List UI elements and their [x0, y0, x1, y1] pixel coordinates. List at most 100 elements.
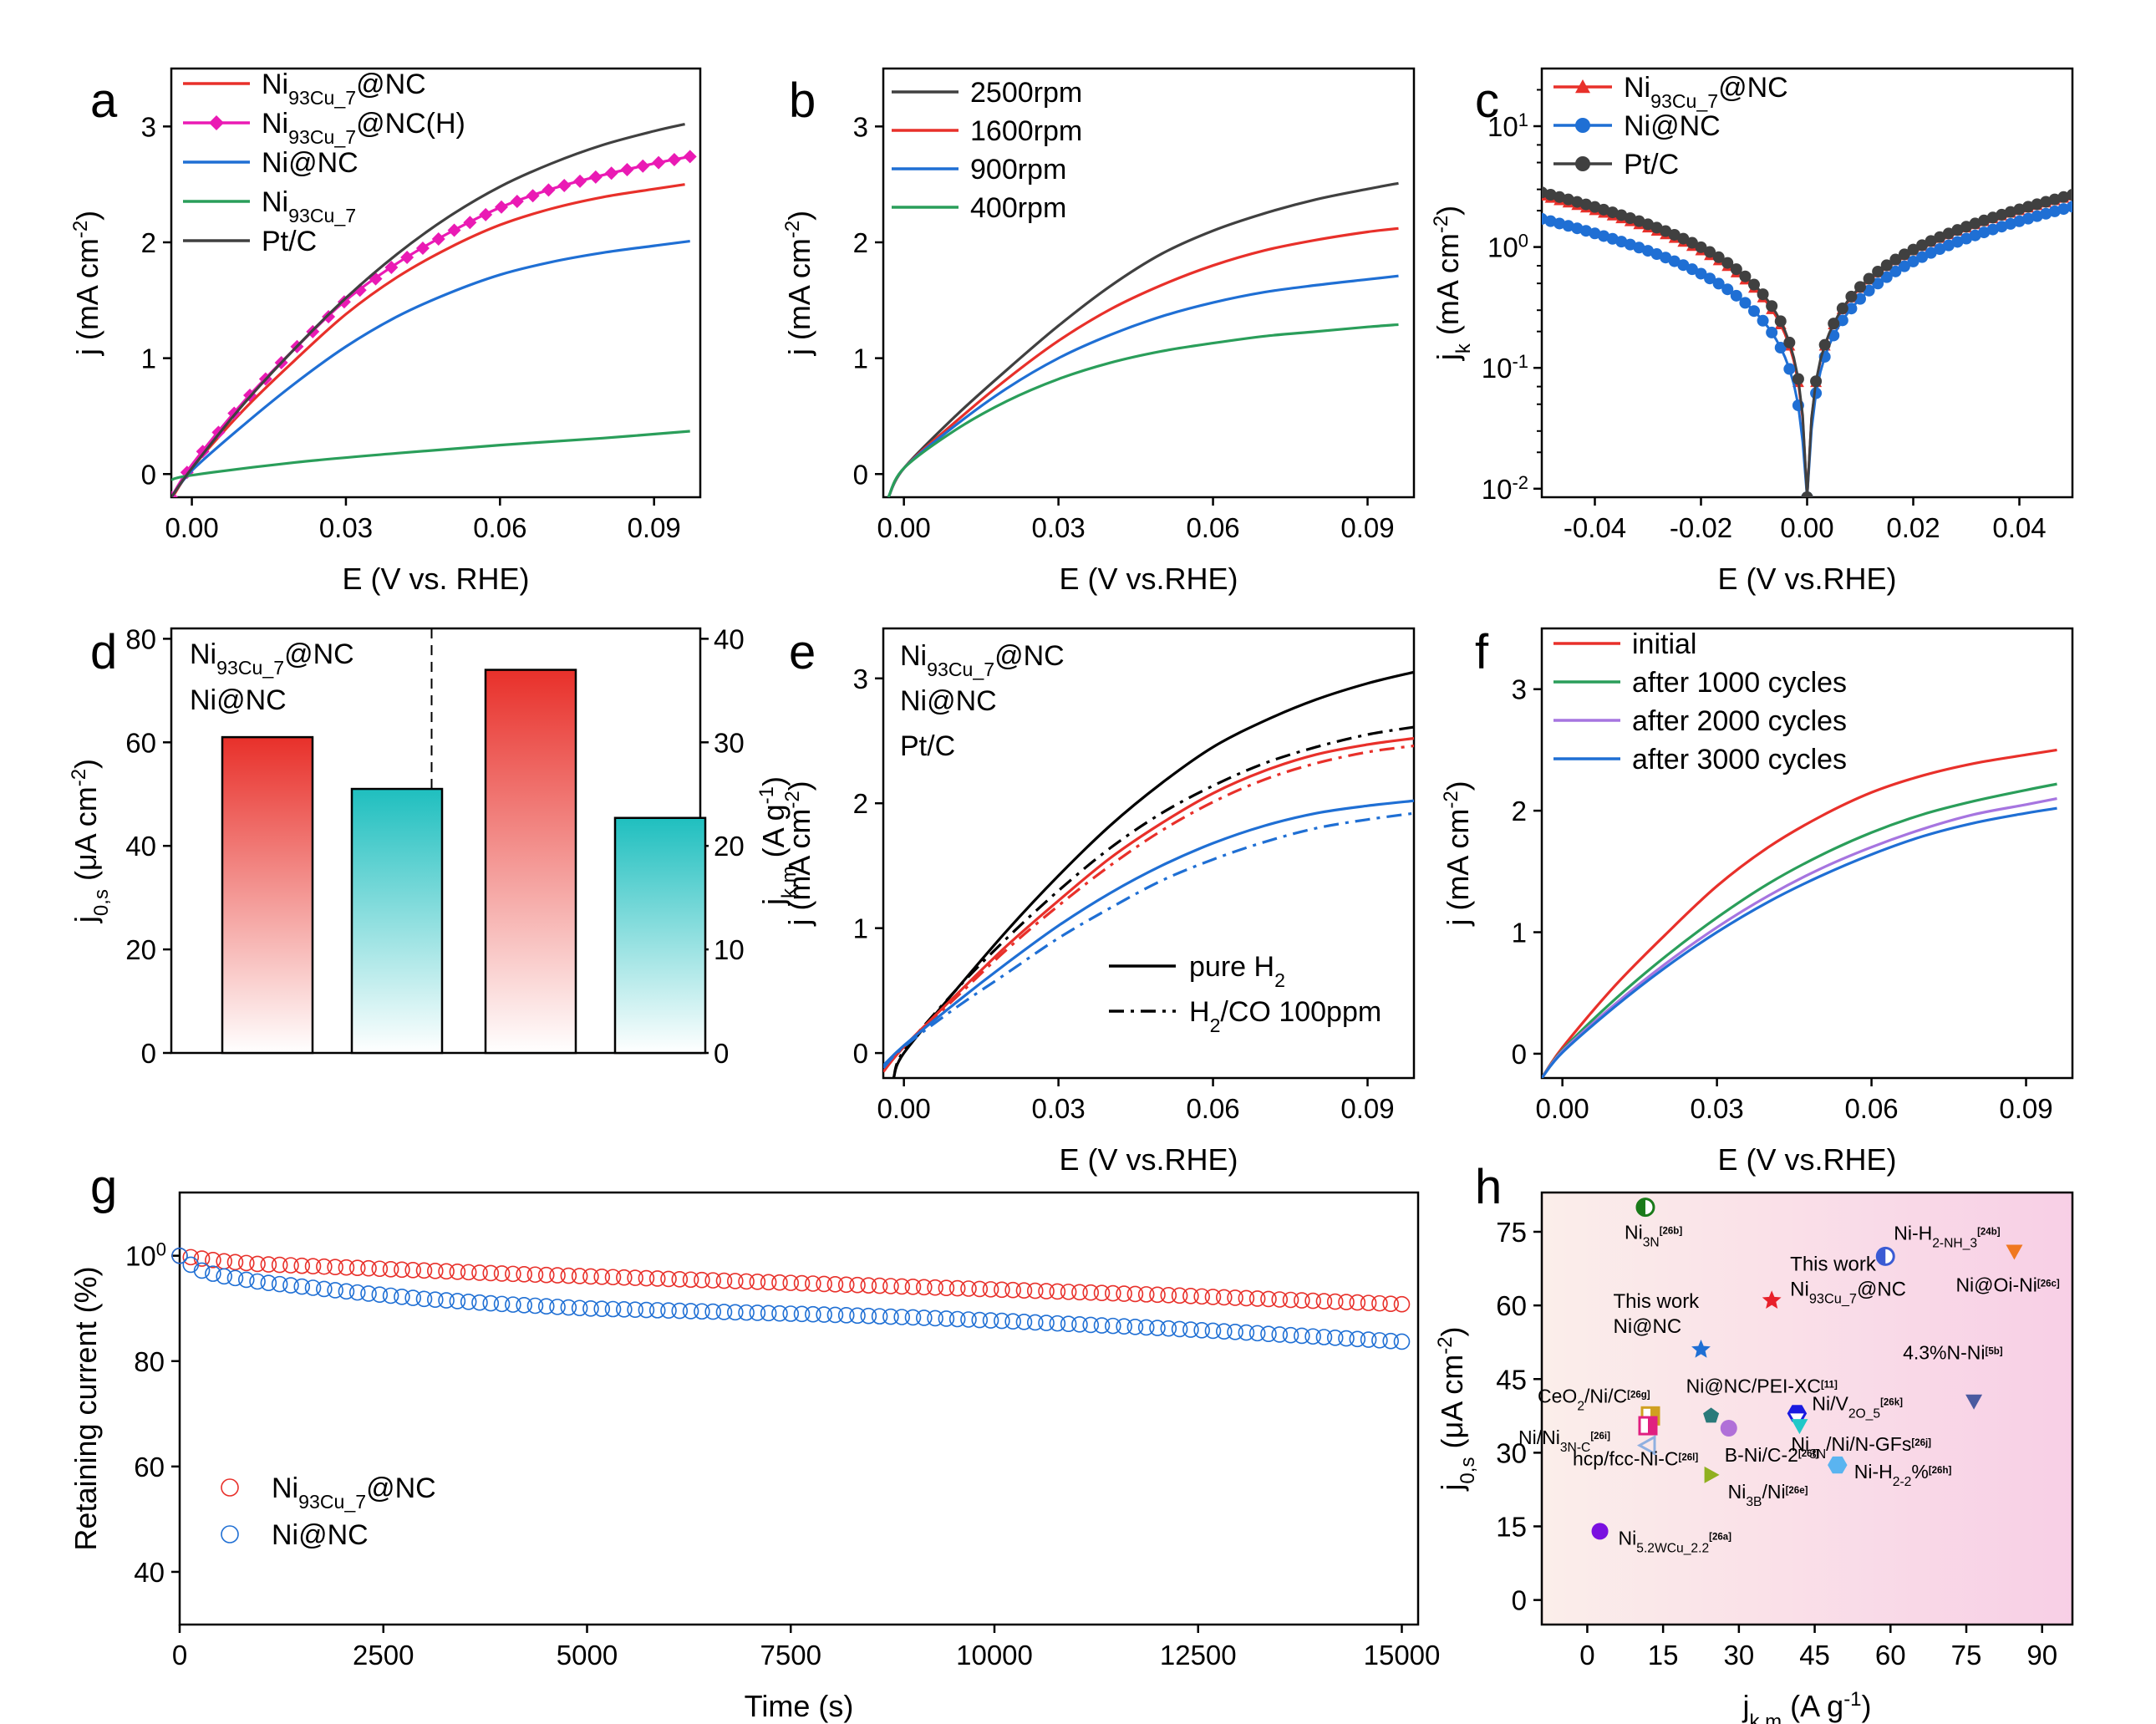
label-fragment: /CO 100ppm	[1220, 996, 1381, 1028]
panel-e: e 0.00 0.03 0.06 0.09 0 1 2 3 E (V vs.RHE) j (mA c…	[781, 625, 1416, 1177]
label-fragment: (mA cm	[782, 809, 816, 919]
label-fragment: @NC	[356, 69, 426, 100]
data-point	[2057, 191, 2070, 203]
data-point	[1071, 1316, 1088, 1333]
data-point	[542, 183, 556, 197]
y-tick-label: 1	[853, 913, 868, 944]
label-fragment: Ni@NC/PEI-XC	[1686, 1375, 1821, 1396]
label-fragment: [26b]	[1660, 1227, 1683, 1237]
label-fragment: 2-NH_3	[1932, 1236, 1977, 1250]
y-tick-label: 2	[853, 227, 868, 258]
data-point	[571, 1268, 588, 1284]
data-point	[1615, 236, 1628, 248]
data-point	[582, 1268, 599, 1285]
data-point	[571, 1299, 588, 1317]
label-fragment: 3N-C	[1560, 1441, 1590, 1455]
label-fragment: Pt/C	[900, 730, 955, 762]
marker-part	[1650, 1407, 1660, 1425]
data-point	[948, 1310, 966, 1328]
data-point	[915, 1310, 933, 1326]
legend-label: Pt/C	[262, 226, 317, 257]
data-point	[1880, 271, 1893, 283]
data-point	[1854, 281, 1866, 293]
legend-marker	[1575, 118, 1590, 133]
data-point	[322, 310, 336, 324]
y-tick-label: 75	[1496, 1217, 1527, 1248]
data-point	[1704, 272, 1716, 285]
legend-marker	[221, 1525, 239, 1543]
label-fragment: @NC(H)	[356, 108, 465, 140]
data-point	[1686, 263, 1698, 276]
label-fragment: 93Cu_7	[298, 1491, 366, 1513]
label-fragment: Ni	[1790, 1278, 1809, 1300]
x-axis-label: E (V vs.RHE)	[1717, 562, 1896, 596]
label-fragment: j	[69, 916, 103, 923]
series-line	[887, 181, 1399, 497]
data-point	[516, 1297, 532, 1314]
data-point	[616, 1269, 633, 1286]
x-tick-label: 12500	[1160, 1640, 1237, 1671]
point-label: Ni/V2O_5[26k]	[1812, 1392, 1903, 1421]
label-fragment: 93Cu_7	[288, 205, 356, 226]
panel-a: a 0.00 0.03 0.06 0.09 0 1 2 3 E (V vs. RHE) j (mA …	[69, 67, 702, 596]
data-point	[510, 194, 524, 208]
y-tick-label: 40	[134, 1557, 165, 1588]
point-label: Ni3N/Ni/N-GFs[26j]	[1791, 1433, 1931, 1462]
data-point	[1791, 1419, 1808, 1435]
data-point	[526, 1297, 544, 1315]
data-point	[1126, 1285, 1144, 1303]
legend-label: Ni@NC	[190, 684, 287, 716]
plot-frame	[1540, 1191, 2074, 1626]
data-point	[1393, 1295, 1411, 1313]
series-line	[1542, 806, 2057, 1078]
data-point	[1996, 221, 2008, 233]
marker-part	[1636, 1198, 1645, 1216]
data-point	[1898, 248, 1910, 261]
label-fragment: 1600rpm	[970, 115, 1082, 147]
data-point	[1315, 1293, 1333, 1310]
data-point	[1951, 224, 1964, 236]
data-point	[1677, 259, 1690, 272]
data-point	[616, 1301, 633, 1318]
data-point	[1093, 1317, 1111, 1334]
y2-tick-label: 0	[714, 1038, 729, 1069]
data-point	[282, 1257, 299, 1274]
label-fragment: 93Cu_7	[1809, 1291, 1857, 1306]
data-point	[1677, 232, 1690, 245]
y-tick-label: 30	[1496, 1437, 1527, 1468]
data-point	[1650, 221, 1663, 234]
legend-label: Pt/C	[1624, 149, 1679, 181]
data-point	[1215, 1323, 1233, 1340]
data-point	[505, 1265, 521, 1283]
label-fragment: 93Cu_7	[1650, 90, 1718, 112]
data-point	[226, 1269, 244, 1287]
data-point	[1889, 265, 1902, 277]
label-fragment: -2	[781, 221, 804, 238]
data-point	[271, 1256, 288, 1274]
label-fragment: 4.3%N-Ni	[1903, 1342, 1985, 1364]
legend-label: Ni93Cu_7@NC	[900, 640, 1065, 680]
data-point	[1986, 223, 1999, 236]
data-point	[1137, 1286, 1155, 1303]
y-tick-label: 2	[1512, 796, 1527, 826]
label-fragment: Ni	[262, 69, 288, 100]
data-point	[604, 166, 618, 181]
data-point	[1828, 318, 1840, 330]
marker-part	[1788, 1406, 1806, 1414]
legend-label: Ni93Cu_7@NC	[272, 1472, 436, 1513]
data-point	[415, 1262, 433, 1279]
label-fragment: pure H	[1189, 951, 1274, 983]
series-line	[1542, 782, 2057, 1078]
data-point	[182, 1256, 200, 1274]
data-point	[471, 1294, 488, 1311]
bar	[350, 787, 444, 1055]
label-fragment: Ni	[272, 1472, 298, 1504]
data-point	[1038, 1283, 1055, 1299]
data-point	[549, 1299, 566, 1315]
point-label: Ni-H2-2%[26h]	[1854, 1461, 1952, 1489]
data-point	[927, 1279, 943, 1296]
x-tick-label: 0.00	[165, 512, 218, 543]
y-tick-label: 3	[853, 664, 868, 694]
data-point	[1591, 1523, 1609, 1540]
